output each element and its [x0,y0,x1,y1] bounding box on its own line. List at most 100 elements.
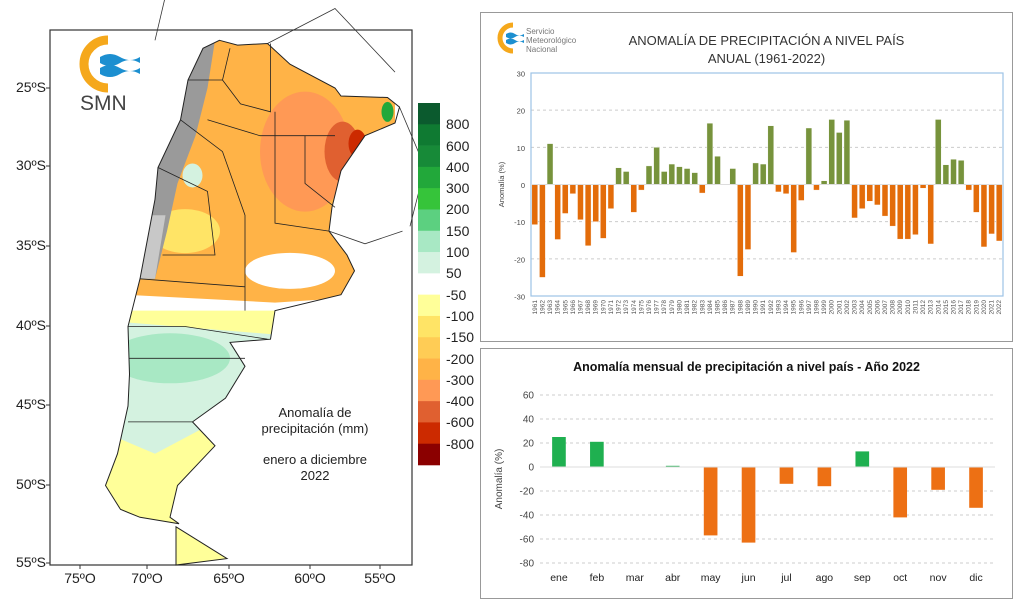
legend-swatch [418,379,440,402]
x-tick-label: 1966 [570,300,577,315]
bar-2000 [828,119,835,185]
x-tick-label: 2019 [973,300,980,315]
y-tick-label: 60 [523,391,535,402]
x-tick-label: 1999 [821,300,828,315]
bar-1967 [577,184,584,221]
legend-swatch [418,273,440,295]
smn-logo [79,35,140,93]
legend-swatch [418,124,440,146]
bar-1974 [630,184,637,213]
latitude-label: 35ºS [15,237,46,253]
x-tick-label: 1991 [760,300,767,315]
x-tick-label: ene [550,572,568,584]
x-tick-label: 2018 [966,300,973,315]
longitude-label: 70ºO [131,570,163,586]
legend-swatch [418,103,440,125]
period-line: enero a diciembre [262,452,368,467]
x-tick-label: 2005 [867,300,874,315]
bar-1984 [706,122,714,185]
x-tick-label: 1992 [768,300,775,315]
legend-swatch [418,315,440,338]
x-tick-label: 2022 [996,300,1003,315]
bar-oct [893,467,908,518]
bar-1969 [592,184,599,222]
x-tick-label: 2015 [943,300,950,315]
bar-ago [817,467,832,487]
bar-1992 [767,125,774,185]
map-caption: Anomalía de precipitación (mm) [245,405,385,437]
x-tick-label: 2012 [920,300,927,315]
latitude-label: 30ºS [15,157,46,173]
x-tick-label: 2006 [874,300,881,315]
neighbor-border [154,0,165,41]
x-tick-label: 2002 [844,300,851,315]
bar-1987 [729,168,736,185]
x-tick-label: 1970 [600,300,607,315]
legend-label: -200 [446,350,475,367]
bar-1994 [782,184,790,194]
x-tick-label: 1975 [638,300,645,315]
x-tick-label: 1962 [539,300,546,315]
x-tick-label: 1993 [775,300,782,315]
legend-label: -800 [446,435,475,452]
x-tick-label: 1988 [737,300,744,315]
x-tick-label: 1967 [577,300,584,315]
y-tick-label: 0 [521,181,525,190]
bar-2003 [851,184,858,219]
bar-1980 [676,166,683,185]
bar-1990 [752,162,759,185]
x-tick-label: sep [854,572,871,584]
bar-2021 [988,184,995,235]
legend-label: 100 [446,244,470,261]
bar-1981 [683,168,691,185]
x-tick-label: 2014 [935,300,942,315]
bar-1978 [661,171,668,185]
x-tick-label: jul [780,572,792,584]
x-tick-label: 1971 [608,300,615,315]
x-tick-label: 2008 [890,300,897,315]
logo-waves [100,54,140,77]
bar-feb [590,441,604,467]
bar-2002 [843,120,851,185]
longitude-label: 65ºO [213,570,245,586]
bar-nov [931,467,945,490]
y-tick-label: 10 [517,144,525,153]
x-tick-label: 2003 [852,300,859,315]
bar-1972 [615,167,622,185]
legend-label: -400 [446,393,475,410]
bar-1995 [790,184,797,253]
caption-line: precipitación (mm) [261,421,369,436]
x-tick-label: 1961 [532,300,539,315]
annual-title-line1: ANOMALÍA DE PRECIPITACIÓN A NIVEL PAÍS [628,33,905,48]
x-tick-label: 1972 [616,300,623,315]
x-tick-label: oct [893,572,907,584]
x-tick-label: 1986 [722,300,729,315]
y-tick-label: -40 [520,511,535,522]
y-tick-label: 20 [517,107,525,116]
bar-1985 [714,156,721,185]
x-tick-label: 2004 [859,300,866,315]
bar-1977 [653,147,660,185]
legend-label: 400 [446,158,470,175]
bar-2008 [889,184,896,227]
bar-2001 [836,132,843,185]
x-tick-label: 1994 [783,300,790,315]
x-tick-label: 1982 [692,300,699,315]
y-tick-label: 20 [523,439,535,450]
monthly-title: Anomalía mensual de precipitación a nive… [573,360,920,374]
legend-label: 150 [446,222,470,239]
latitude-label: 55ºS [15,554,46,570]
bar-2004 [858,184,866,209]
legend-swatch [418,166,440,189]
bar-1991 [760,163,767,185]
x-tick-label: 1984 [707,300,714,315]
bar-2009 [897,184,904,240]
x-tick-label: 1998 [813,300,820,315]
legend-label: 50 [446,265,462,282]
legend-swatch [418,188,440,210]
y-tick-label: 40 [523,415,535,426]
bar-1964 [554,184,561,240]
bar-1975 [638,184,645,191]
bar-1970 [600,184,607,239]
legend-swatch [418,401,440,423]
